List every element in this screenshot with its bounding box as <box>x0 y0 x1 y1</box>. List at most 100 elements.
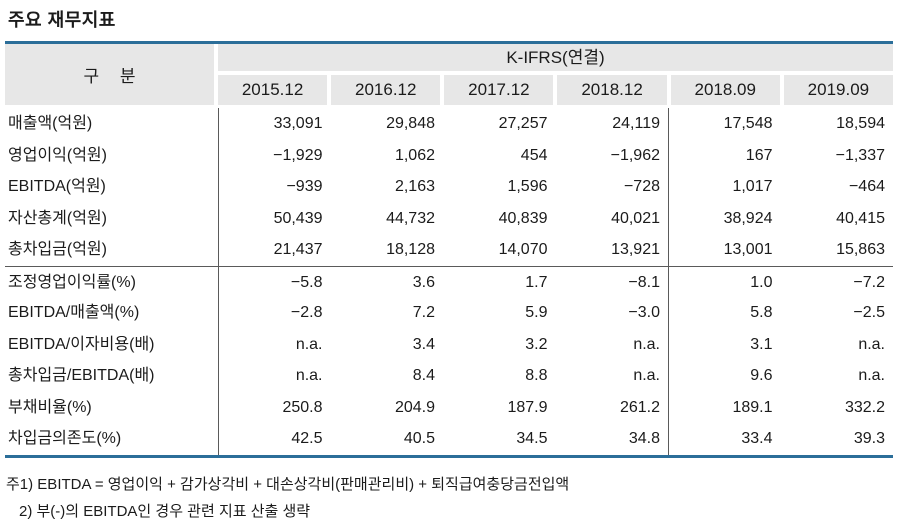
value-cell: 189.1 <box>668 391 781 423</box>
value-cell: 33,091 <box>218 108 331 140</box>
value-cell: 187.9 <box>507 398 548 416</box>
value-cell: 1,062 <box>394 146 435 164</box>
value-cell: 17,548 <box>668 108 781 140</box>
value-cell: 14,070 <box>498 241 548 258</box>
table-row: 매출액(억원) 33,091 29,848 27,257 24,119 17,548 18,… <box>5 108 893 140</box>
value-cell: 454 <box>520 146 548 164</box>
value-cell: −8.1 <box>628 273 660 291</box>
row-label: 부채비율(%) <box>8 398 92 416</box>
row-header-cell: 구 분 <box>5 44 214 105</box>
table-header: 구 분 K-IFRS(연결) 2015.12 2016.12 2017.12 2… <box>5 44 893 105</box>
footnotes: 주1) EBITDA = 영업이익 + 감가상각비 + 대손상각비(판매관리비)… <box>6 471 897 525</box>
value-cell: 1.0 <box>668 266 781 298</box>
value-cell: 40,415 <box>836 209 885 227</box>
value-cell: 250.8 <box>218 391 331 423</box>
value-cell: n.a. <box>218 328 331 360</box>
value-cell: 1.7 <box>525 273 548 291</box>
row-label: 총차입금(억원) <box>8 241 107 258</box>
value-cell: n.a. <box>858 335 885 353</box>
value-cell: 204.9 <box>394 398 435 416</box>
value-cell: n.a. <box>858 367 885 384</box>
value-cell: 5.8 <box>668 297 781 329</box>
value-cell: 3.2 <box>525 335 548 353</box>
value-cell: 7.2 <box>412 304 435 321</box>
table-row: 총차입금/EBITDA(배) n.a. 8.4 8.8 n.a. 9.6 n.a. <box>5 360 893 392</box>
value-cell: −1,929 <box>218 139 331 171</box>
row-label: EBITDA/이자비용(배) <box>8 335 155 353</box>
period-header-cell: 2015.12 <box>218 75 328 105</box>
value-cell: 332.2 <box>844 398 885 416</box>
table-row: 영업이익(억원) −1,929 1,062 454 −1,962 167 −1,337 <box>5 139 893 171</box>
value-cell: 21,437 <box>218 234 331 266</box>
table-row: EBITDA/매출액(%) −2.8 7.2 5.9 −3.0 5.8 −2.5 <box>5 297 893 329</box>
value-cell: −1,962 <box>610 146 660 164</box>
value-cell: 3.4 <box>412 335 435 353</box>
period-header-row: 2015.12 2016.12 2017.12 2018.12 2018.09 … <box>218 75 893 105</box>
financial-table: 구 분 K-IFRS(연결) 2015.12 2016.12 2017.12 2… <box>5 41 893 458</box>
page-title: 주요 재무지표 <box>8 10 116 30</box>
value-cell: 34.5 <box>516 430 548 447</box>
value-cell: 167 <box>668 139 781 171</box>
value-cell: 24,119 <box>612 115 660 132</box>
period-header-cell: 2019.09 <box>783 75 893 105</box>
footnote-1: 주1) EBITDA = 영업이익 + 감가상각비 + 대손상각비(판매관리비)… <box>6 475 570 493</box>
value-cell: −1,337 <box>835 146 885 164</box>
period-header-cell: 2018.12 <box>557 75 667 105</box>
period-header-cell: 2017.12 <box>444 75 554 105</box>
value-cell: −939 <box>218 171 331 203</box>
value-cell: −3.0 <box>628 304 660 321</box>
value-cell: 33.4 <box>668 423 781 455</box>
value-cell: 15,863 <box>836 241 885 258</box>
table-header-right: K-IFRS(연결) 2015.12 2016.12 2017.12 2018.… <box>218 44 893 105</box>
value-cell: 18,128 <box>386 241 435 258</box>
period-header-cell: 2016.12 <box>331 75 441 105</box>
row-label: 조정영업이익률(%) <box>8 273 136 291</box>
value-cell: −5.8 <box>218 266 331 298</box>
value-cell: 2,163 <box>394 178 435 195</box>
value-cell: 27,257 <box>498 115 548 132</box>
value-cell: 5.9 <box>525 304 548 321</box>
value-cell: n.a. <box>633 335 660 353</box>
table-row: 부채비율(%) 250.8 204.9 187.9 261.2 189.1 332.2 <box>5 391 893 423</box>
value-cell: 9.6 <box>668 360 781 392</box>
row-label: 영업이익(억원) <box>8 146 107 164</box>
value-cell: 42.5 <box>218 423 331 455</box>
row-label: 총차입금/EBITDA(배) <box>8 367 155 384</box>
value-cell: −2.8 <box>218 297 331 329</box>
value-cell: 40,839 <box>498 209 548 227</box>
value-cell: 1,596 <box>507 178 548 195</box>
value-cell: 39.3 <box>853 430 885 447</box>
value-cell: 3.6 <box>412 273 435 291</box>
table-row: 차입금의존도(%) 42.5 40.5 34.5 34.8 33.4 39.3 <box>5 423 893 455</box>
value-cell: 8.4 <box>412 367 435 384</box>
table-row: 총차입금(억원) 21,437 18,128 14,070 13,921 13,001 15… <box>5 234 893 266</box>
value-cell: 29,848 <box>386 115 435 132</box>
row-label: 자산총계(억원) <box>8 209 107 227</box>
value-cell: 40.5 <box>403 430 435 447</box>
table-row: 자산총계(억원) 50,439 44,732 40,839 40,021 38,924 40… <box>5 202 893 234</box>
value-cell: 3.1 <box>668 328 781 360</box>
value-cell: n.a. <box>633 367 660 384</box>
value-cell: −7.2 <box>853 273 885 291</box>
row-label: 차입금의존도(%) <box>8 430 122 447</box>
row-label: EBITDA(억원) <box>8 178 106 195</box>
value-cell: n.a. <box>218 360 331 392</box>
value-cell: 34.8 <box>628 430 660 447</box>
group-header-cell: K-IFRS(연결) <box>218 44 893 71</box>
value-cell: 261.2 <box>619 398 660 416</box>
value-cell: 44,732 <box>386 209 435 227</box>
row-label: 매출액(억원) <box>8 115 93 132</box>
table-row: 조정영업이익률(%) −5.8 3.6 1.7 −8.1 1.0 −7.2 <box>5 265 893 298</box>
value-cell: 18,594 <box>836 115 885 132</box>
row-label: EBITDA/매출액(%) <box>8 304 140 321</box>
value-cell: 8.8 <box>525 367 548 384</box>
period-header-cell: 2018.09 <box>670 75 780 105</box>
value-cell: −728 <box>623 178 660 195</box>
value-cell: 1,017 <box>668 171 781 203</box>
value-cell: −2.5 <box>853 304 885 321</box>
value-cell: 13,001 <box>668 234 781 266</box>
footnote-2: 2) 부(-)의 EBITDA인 경우 관련 지표 산출 생략 <box>19 502 311 520</box>
value-cell: 13,921 <box>611 241 660 258</box>
value-cell: 38,924 <box>668 202 781 234</box>
value-cell: −464 <box>848 178 885 195</box>
